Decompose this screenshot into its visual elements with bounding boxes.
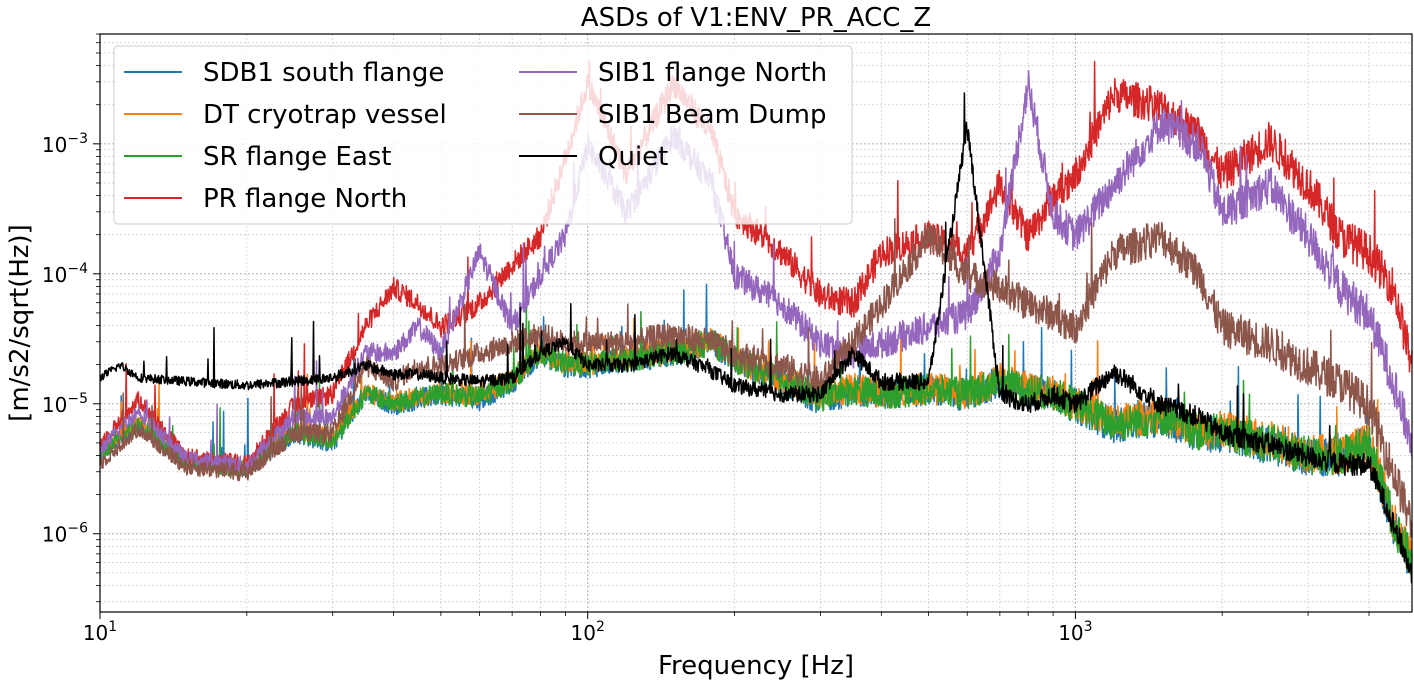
legend-entry: SR flange East	[203, 142, 392, 172]
legend-entry: DT cryotrap vessel	[203, 100, 447, 130]
y-tick-label: 10−3	[42, 131, 88, 157]
x-axis-ticks: 101 102 103	[83, 619, 1093, 645]
y-axis-ticks: 10−6 10−5 10−4 10−3	[42, 131, 88, 547]
plot-frame	[99, 33, 1413, 613]
legend-entry: SDB1 south flange	[203, 58, 444, 88]
series-line-2	[99, 302, 1413, 575]
legend-entry: Quiet	[598, 142, 668, 172]
legend-box	[113, 45, 853, 225]
x-axis-label: Frequency [Hz]	[658, 651, 854, 681]
y-tick-label: 10−5	[42, 391, 88, 417]
chart-title: ASDs of V1:ENV_PR_ACC_Z	[581, 3, 931, 33]
series-line-6	[99, 92, 1413, 584]
legend-entry: SIB1 flange North	[598, 58, 827, 88]
y-tick-label: 10−6	[42, 521, 88, 547]
x-tick-label: 101	[83, 619, 117, 645]
series-line-5	[99, 217, 1413, 538]
legend-entry: PR flange North	[203, 184, 407, 214]
legend-entry: SIB1 Beam Dump	[598, 100, 827, 130]
y-tick-label: 10−4	[42, 261, 88, 287]
y-axis-label: [m/s2/sqrt(Hz)]	[5, 224, 35, 422]
legend: SDB1 south flange DT cryotrap vessel SR fl…	[113, 45, 853, 225]
x-tick-label: 103	[1058, 619, 1092, 645]
series-line-4	[99, 70, 1413, 473]
x-tick-label: 102	[571, 619, 605, 645]
